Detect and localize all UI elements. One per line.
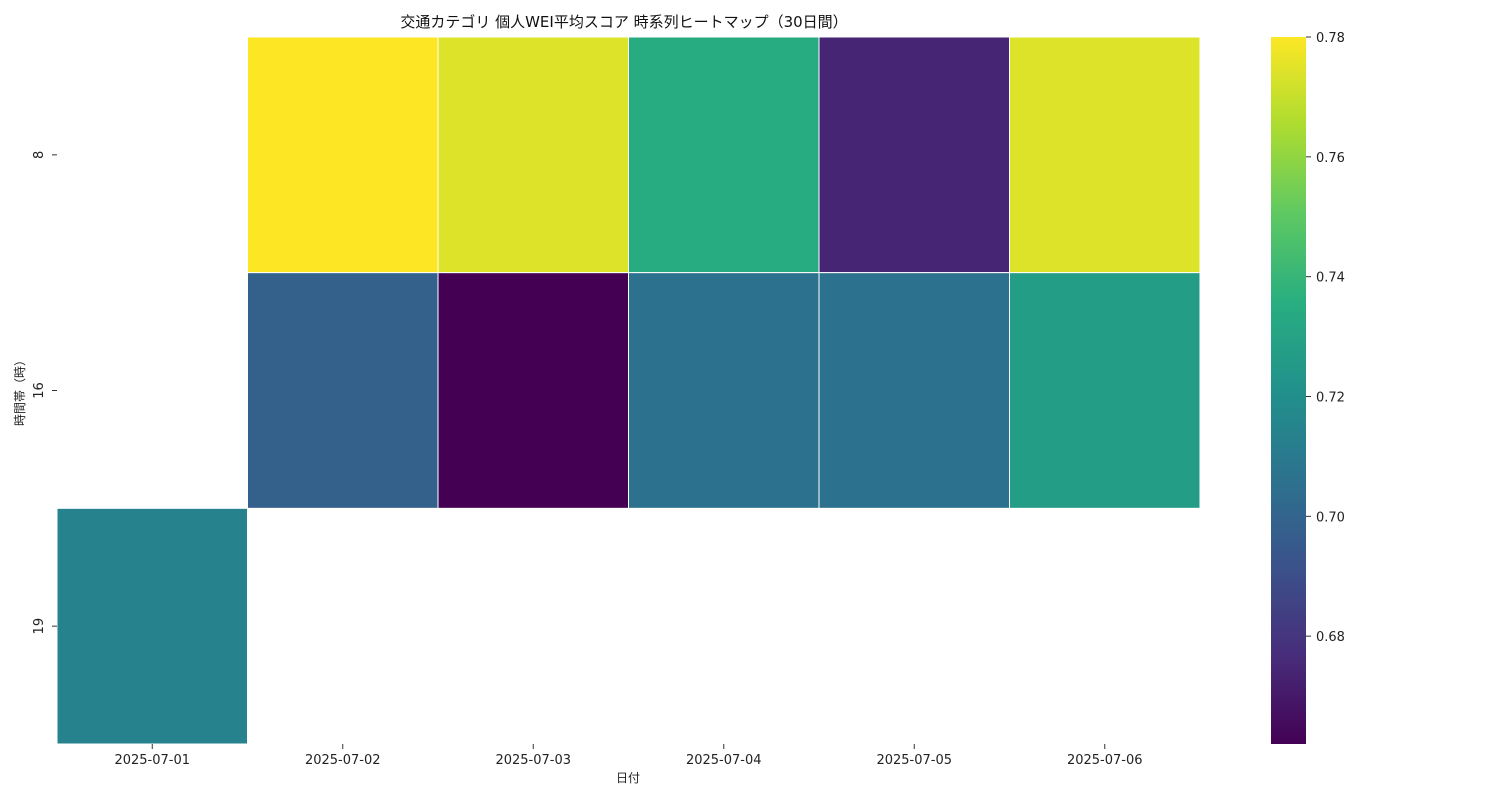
heatmap-cell <box>628 36 820 274</box>
y-tick-label: 8 <box>32 151 47 159</box>
colorbar-ticks: 0.68 0.70 0.72 0.74 0.76 0.78 <box>1306 31 1345 645</box>
colorbar-tick-label: 0.70 <box>1316 510 1345 525</box>
heatmap-cell <box>247 36 439 274</box>
x-tick-label: 2025-07-03 <box>495 753 571 768</box>
heatmap-cells <box>56 36 1201 745</box>
heatmap-cell <box>437 36 629 274</box>
x-tick-label: 2025-07-02 <box>305 753 381 768</box>
x-tick-label: 2025-07-04 <box>686 753 762 768</box>
colorbar-tick-label: 0.76 <box>1316 151 1345 166</box>
colorbar <box>1271 37 1306 744</box>
heatmap-cell <box>1009 36 1201 274</box>
y-tick-label: 16 <box>32 382 47 399</box>
x-axis-ticks: 2025-07-01 2025-07-02 2025-07-03 2025-07-04… <box>114 744 1143 768</box>
colorbar-tick-label: 0.78 <box>1316 31 1345 46</box>
heatmap-cell <box>818 272 1010 509</box>
heatmap-cell <box>1009 272 1201 509</box>
x-tick-label: 2025-07-06 <box>1067 753 1143 768</box>
colorbar-tick-label: 0.68 <box>1316 630 1345 645</box>
x-tick-label: 2025-07-05 <box>876 753 952 768</box>
heatmap-cell <box>437 272 629 509</box>
heatmap-cell <box>247 272 439 509</box>
x-tick-label: 2025-07-01 <box>114 753 190 768</box>
colorbar-tick-label: 0.72 <box>1316 390 1345 405</box>
heatmap-cell <box>818 36 1010 274</box>
x-axis-label: 日付 <box>616 771 640 785</box>
chart-title: 交通カテゴリ 個人WEI平均スコア 時系列ヒートマップ（30日間） <box>400 13 847 31</box>
colorbar-tick-label: 0.74 <box>1316 271 1345 286</box>
y-tick-label: 19 <box>32 618 47 635</box>
heatmap-cell <box>628 272 820 509</box>
heatmap-cell <box>56 507 248 745</box>
y-axis-label: 時間帯（時） <box>13 354 27 426</box>
y-axis-ticks: 8 16 19 <box>32 151 57 635</box>
